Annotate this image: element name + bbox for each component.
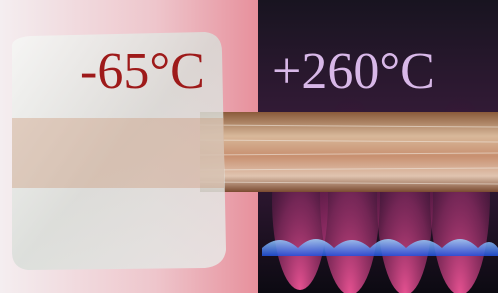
- photo: -65°C +260°C: [0, 0, 498, 293]
- cable-in-ice: [12, 118, 224, 188]
- cold-temperature: -65°C: [80, 43, 205, 100]
- hot-temperature: +260°C: [272, 43, 435, 100]
- page: -65°C +260°C (() => { const data = JSON.…: [0, 0, 498, 293]
- cable: [200, 112, 498, 192]
